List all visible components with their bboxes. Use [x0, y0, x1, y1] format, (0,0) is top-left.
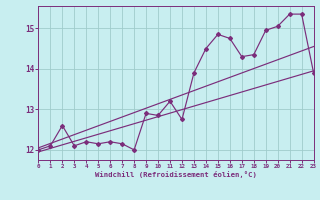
X-axis label: Windchill (Refroidissement éolien,°C): Windchill (Refroidissement éolien,°C): [95, 171, 257, 178]
